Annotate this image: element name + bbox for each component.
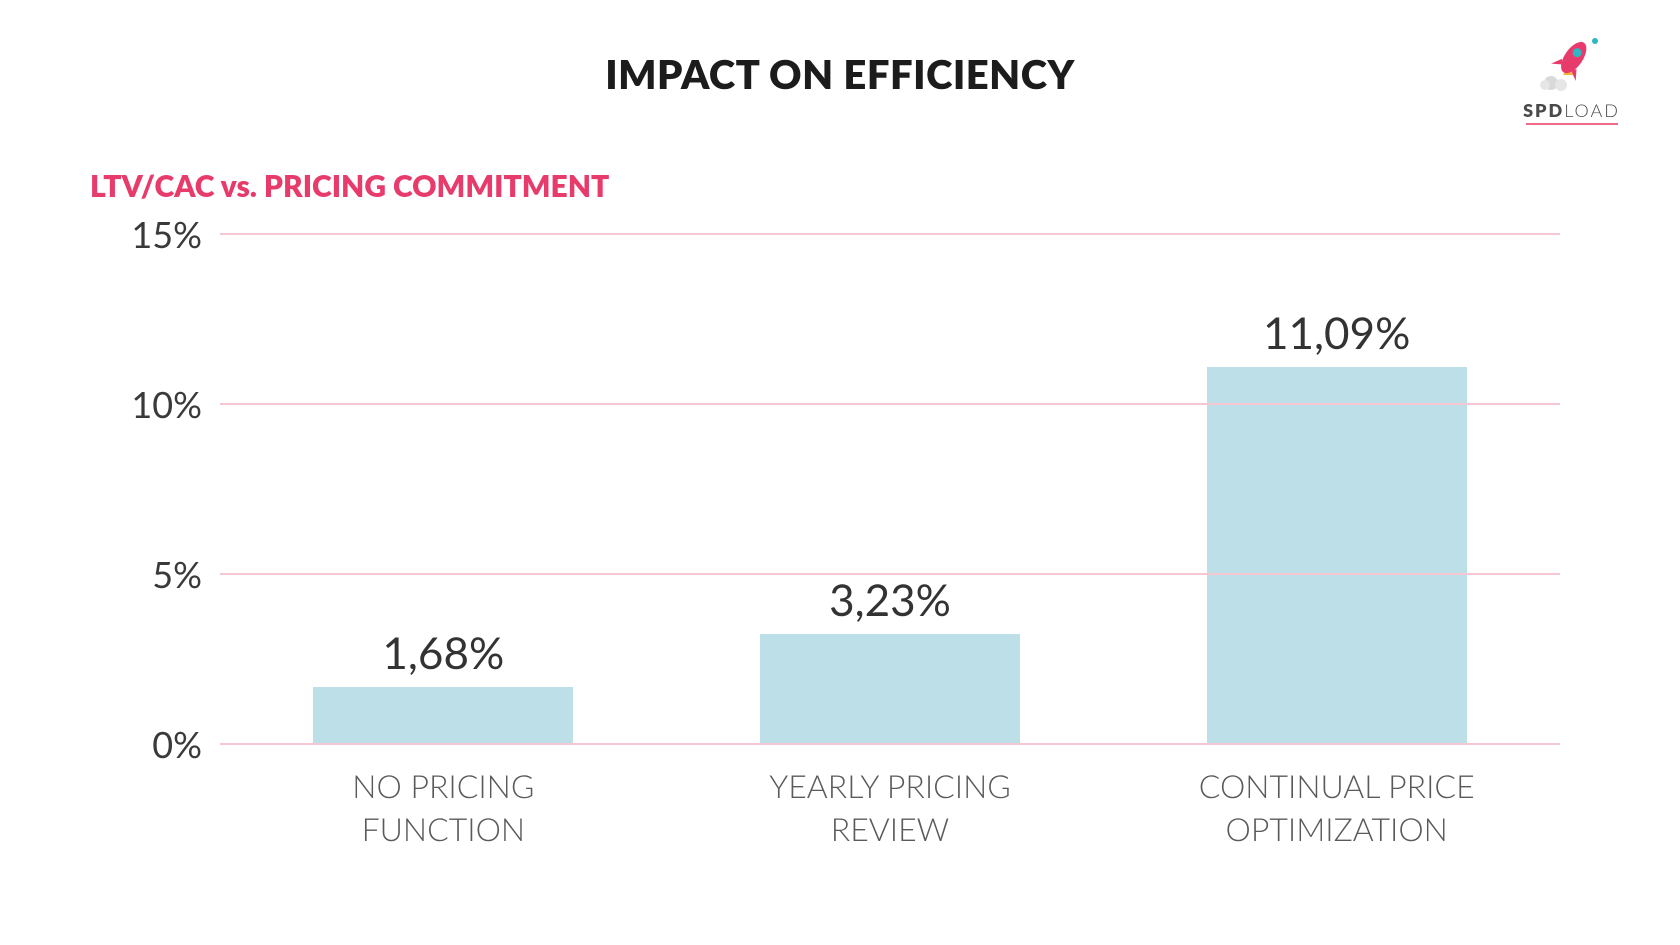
- chart-ytick-label: 15%: [131, 212, 202, 256]
- chart-gridline: [220, 403, 1560, 405]
- chart-plot-area: 1,68%3,23%11,09% 0%5%10%15%: [220, 234, 1560, 744]
- chart-x-label: YEARLY PRICINGREVIEW: [667, 764, 1114, 850]
- chart: 1,68%3,23%11,09% 0%5%10%15% NO PRICINGFU…: [90, 224, 1600, 864]
- chart-bar: 3,23%: [760, 634, 1020, 744]
- chart-gridline: [220, 233, 1560, 235]
- chart-x-label: NO PRICINGFUNCTION: [220, 764, 667, 850]
- chart-bar-value-label: 11,09%: [1263, 307, 1410, 359]
- chart-ytick-label: 10%: [131, 382, 202, 426]
- chart-bars: 1,68% 3,23% 11,09%: [220, 234, 1560, 744]
- slide-title: IMPACT ON EFFICIENCY: [80, 50, 1600, 98]
- chart-bar-column: 3,23%: [667, 234, 1114, 744]
- chart-gridline: [220, 573, 1560, 575]
- brand-logo-text-light: LOAD: [1564, 99, 1620, 121]
- chart-subtitle: LTV/CAC vs. PRICING COMMITMENT: [90, 168, 1600, 204]
- brand-logo-text-bold: SPD: [1523, 99, 1564, 121]
- chart-bar-column: 1,68%: [220, 234, 667, 744]
- chart-ytick-label: 5%: [152, 552, 202, 596]
- chart-bar: 11,09%: [1207, 367, 1467, 744]
- rocket-icon: [1537, 35, 1607, 91]
- brand-logo-text: SPDLOAD: [1523, 99, 1620, 121]
- chart-bar-value-label: 3,23%: [829, 574, 951, 626]
- chart-bar-value-label: 1,68%: [382, 627, 504, 679]
- chart-gridline: [220, 743, 1560, 745]
- chart-bar-column: 11,09%: [1113, 234, 1560, 744]
- chart-ytick-label: 0%: [152, 722, 202, 766]
- brand-logo: SPDLOAD: [1523, 35, 1620, 125]
- chart-x-labels: NO PRICINGFUNCTIONYEARLY PRICINGREVIEWCO…: [220, 764, 1560, 850]
- chart-x-label: CONTINUAL PRICEOPTIMIZATION: [1113, 764, 1560, 850]
- brand-logo-underline: [1526, 123, 1618, 125]
- slide: SPDLOAD IMPACT ON EFFICIENCY LTV/CAC vs.…: [0, 0, 1680, 945]
- chart-bar: 1,68%: [313, 687, 573, 744]
